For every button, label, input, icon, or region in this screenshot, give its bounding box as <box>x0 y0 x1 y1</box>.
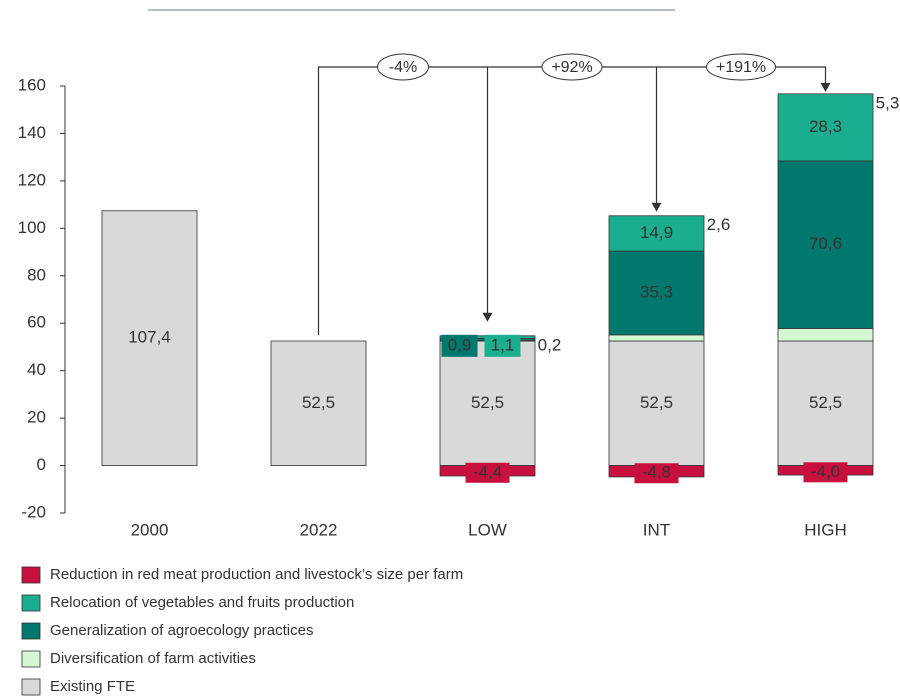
bar-segment <box>777 328 874 342</box>
value-label: 52,5 <box>471 393 504 412</box>
bar-segment <box>608 340 705 466</box>
value-label: 14,9 <box>640 223 673 242</box>
y-tick-label: 80 <box>27 265 46 284</box>
value-label-box <box>465 462 510 483</box>
y-tick-label: 120 <box>18 170 46 189</box>
bar-segment <box>777 93 874 162</box>
value-label: 107,4 <box>128 328 171 347</box>
value-label: -4,4 <box>473 462 502 481</box>
arrow-line <box>317 66 827 336</box>
y-tick-label: 20 <box>27 408 46 427</box>
value-label: 52,5 <box>640 393 673 412</box>
value-label-box <box>634 463 679 484</box>
y-tick-label: 40 <box>27 360 46 379</box>
y-tick-label: 140 <box>18 123 46 142</box>
legend-swatch <box>21 622 41 640</box>
legend-label: Diversification of farm activities <box>50 650 256 667</box>
annotation-bubble <box>541 53 603 81</box>
value-label: 5,3 <box>876 93 900 112</box>
arrow-head <box>820 82 831 92</box>
bar-segment <box>270 340 367 466</box>
y-tick-label: 160 <box>18 75 46 94</box>
value-label-box <box>803 462 848 483</box>
value-label: -4,0 <box>811 462 840 481</box>
annotation-bubble <box>377 53 429 81</box>
legend-label: Reduction in red meat production and liv… <box>50 566 463 583</box>
y-tick-label: -20 <box>21 502 46 521</box>
x-tick-label: INT <box>643 520 670 539</box>
value-label: 52,5 <box>809 393 842 412</box>
x-tick-label: LOW <box>468 520 507 539</box>
x-tick-label: 2022 <box>300 520 338 539</box>
annotation-bubble <box>706 53 776 81</box>
bar-segment <box>608 215 705 252</box>
bar-segment <box>101 210 198 466</box>
value-label-box <box>441 334 478 357</box>
y-tick-label: 0 <box>37 455 46 474</box>
annotation: -4% <box>389 59 417 76</box>
legend-label: Generalization of agroecology practices <box>50 622 313 639</box>
legend-swatch <box>21 594 41 612</box>
value-label: 70,6 <box>809 234 842 253</box>
x-tick-label: HIGH <box>804 520 847 539</box>
value-label: 28,3 <box>809 117 842 136</box>
value-label: 52,5 <box>302 393 335 412</box>
bar-segment <box>608 334 705 342</box>
arrow-head <box>651 202 662 212</box>
arrow-head <box>482 312 493 322</box>
value-label-box <box>484 334 521 357</box>
value-label: 0,2 <box>538 335 562 354</box>
legend-swatch <box>21 678 41 696</box>
value-label: 1,1 <box>491 335 515 354</box>
legend-label: Existing FTE <box>50 678 135 695</box>
legend-swatch <box>21 566 41 584</box>
value-label: 35,3 <box>640 282 673 301</box>
legend-label: Relocation of vegetables and fruits prod… <box>50 594 354 611</box>
x-tick-label: 2000 <box>131 520 169 539</box>
bar-segment <box>777 340 874 466</box>
bar-segment <box>777 160 874 329</box>
value-label: 0,9 <box>448 335 472 354</box>
y-tick-label: 60 <box>27 313 46 332</box>
annotation: +191% <box>716 59 766 76</box>
value-label: -4,8 <box>642 463 671 482</box>
value-label: 2,6 <box>707 215 731 234</box>
annotation: +92% <box>551 59 592 76</box>
y-tick-label: 100 <box>18 218 46 237</box>
legend-swatch <box>21 650 41 668</box>
